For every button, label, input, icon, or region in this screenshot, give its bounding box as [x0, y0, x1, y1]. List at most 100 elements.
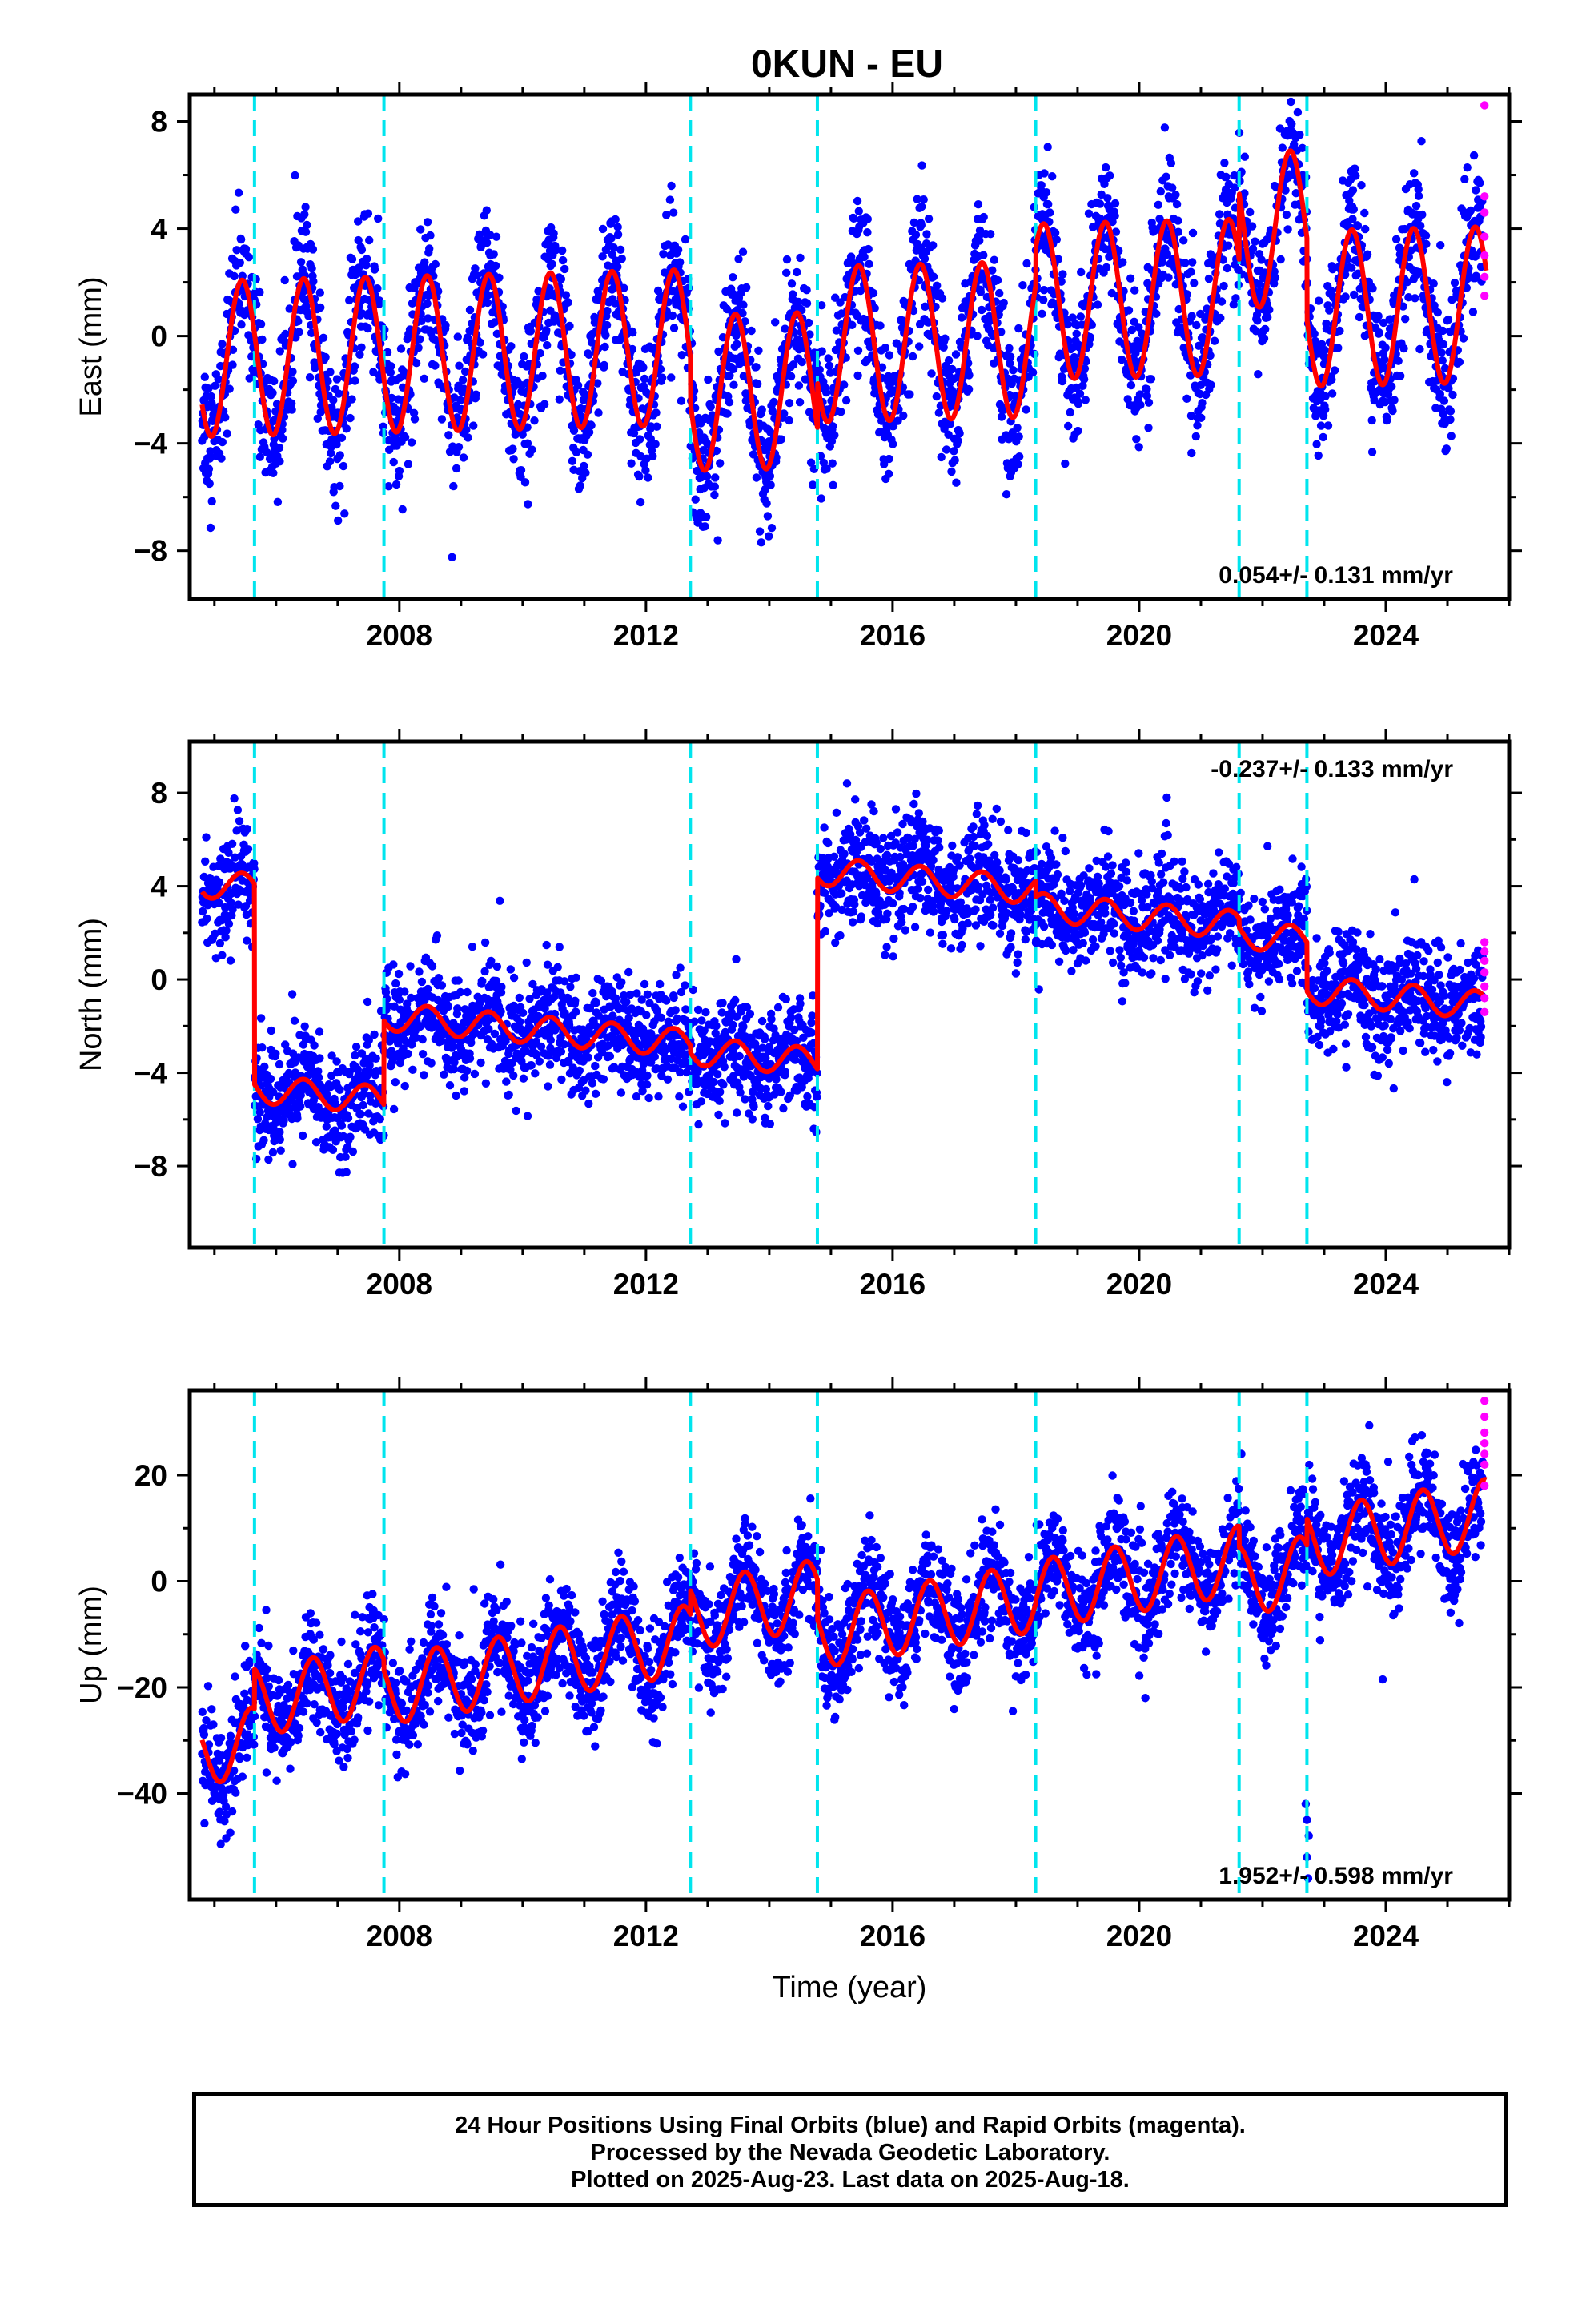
- east-x-tick-label: 2016: [860, 619, 926, 652]
- east-data-point: [1106, 171, 1114, 180]
- east-data-point: [1172, 199, 1182, 209]
- east-data-point: [275, 443, 284, 452]
- east-data-point: [363, 255, 371, 263]
- east-rapid-orbit-point: [1480, 232, 1489, 241]
- north-data-point: [227, 839, 237, 849]
- east-data-point: [948, 364, 957, 374]
- east-data-point: [408, 438, 416, 447]
- east-data-point: [321, 352, 330, 362]
- north-data-point: [230, 794, 239, 803]
- east-data-point: [869, 288, 878, 298]
- north-data-point: [709, 1077, 718, 1087]
- east-data-point: [899, 411, 908, 420]
- east-data-point: [465, 326, 474, 336]
- east-data-point: [492, 329, 502, 338]
- east-data-point: [1278, 143, 1287, 152]
- east-data-point: [1319, 432, 1327, 442]
- east-data-point: [424, 314, 432, 323]
- east-data-point: [942, 445, 951, 454]
- north-data-point: [243, 825, 251, 834]
- east-data-point: [340, 509, 349, 518]
- east-data-point: [400, 432, 410, 442]
- east-data-point: [617, 254, 626, 263]
- east-data-point: [652, 422, 661, 431]
- east-data-point: [613, 263, 622, 271]
- north-data-point: [267, 1026, 275, 1035]
- east-data-point: [954, 436, 962, 445]
- north-data-point: [275, 1135, 284, 1144]
- east-data-point: [304, 312, 313, 320]
- north-data-point: [310, 1041, 319, 1050]
- east-data-point: [1387, 382, 1396, 391]
- east-y-tick-label: 4: [151, 213, 167, 246]
- east-data-point: [1469, 151, 1479, 160]
- east-data-point: [313, 414, 322, 423]
- north-data-point: [671, 1006, 680, 1015]
- north-data-point: [432, 931, 442, 940]
- east-data-point: [268, 388, 277, 397]
- north-data-point: [616, 1088, 626, 1097]
- east-data-point: [228, 360, 237, 369]
- east-data-point: [1394, 356, 1403, 365]
- north-data-point: [480, 938, 490, 947]
- east-data-point: [278, 425, 287, 435]
- east-data-point: [593, 379, 602, 388]
- east-data-point: [1156, 187, 1166, 196]
- east-data-point: [1263, 313, 1272, 322]
- east-data-point: [462, 425, 471, 434]
- east-data-point: [1383, 416, 1391, 425]
- east-data-point: [1417, 137, 1426, 146]
- east-data-point: [281, 329, 290, 339]
- east-data-point: [1390, 396, 1399, 404]
- east-data-point: [507, 342, 516, 351]
- east-data-point: [204, 384, 213, 393]
- east-data-point: [444, 431, 453, 440]
- east-data-point: [288, 367, 297, 376]
- east-data-point: [335, 481, 344, 491]
- east-data-point: [1446, 407, 1456, 416]
- north-data-point: [506, 965, 515, 974]
- east-data-point: [662, 211, 671, 219]
- east-data-point: [729, 273, 737, 282]
- east-data-point: [1093, 300, 1102, 309]
- east-data-point: [754, 346, 763, 355]
- east-data-point: [1110, 199, 1120, 208]
- east-data-point: [1187, 448, 1196, 458]
- east-data-point: [295, 328, 303, 336]
- north-data-point: [519, 1074, 528, 1083]
- east-data-point: [885, 454, 893, 464]
- north-data-point: [201, 857, 210, 866]
- east-data-point: [1367, 416, 1376, 425]
- east-data-point: [1074, 426, 1082, 436]
- north-data-point: [275, 1059, 284, 1069]
- east-data-point: [354, 217, 363, 226]
- north-data-point: [662, 996, 671, 1005]
- north-data-point: [591, 1089, 600, 1099]
- east-data-point: [475, 230, 484, 239]
- east-data-point: [437, 415, 447, 424]
- east-data-point: [1134, 443, 1143, 452]
- east-data-point: [206, 523, 215, 533]
- east-data-point: [1330, 366, 1339, 375]
- east-data-point: [1276, 255, 1285, 264]
- north-data-point: [243, 845, 253, 854]
- east-data-point: [309, 277, 318, 286]
- north-data-point: [733, 1108, 741, 1117]
- east-data-point: [1443, 315, 1453, 324]
- east-data-point: [332, 440, 341, 449]
- north-data-point: [408, 1065, 417, 1075]
- east-data-point: [725, 398, 734, 407]
- north-data-point: [300, 1022, 309, 1031]
- east-data-point: [639, 363, 648, 372]
- east-data-point: [884, 469, 893, 478]
- north-data-point: [542, 940, 551, 950]
- east-data-point: [1197, 413, 1206, 422]
- north-data-point: [714, 1110, 723, 1120]
- east-data-point: [702, 513, 711, 521]
- east-data-point: [236, 235, 246, 244]
- east-data-point: [1414, 191, 1423, 200]
- north-data-point: [400, 987, 409, 996]
- north-data-point: [389, 960, 398, 969]
- east-data-point: [1204, 274, 1214, 283]
- east-data-point: [1022, 259, 1031, 268]
